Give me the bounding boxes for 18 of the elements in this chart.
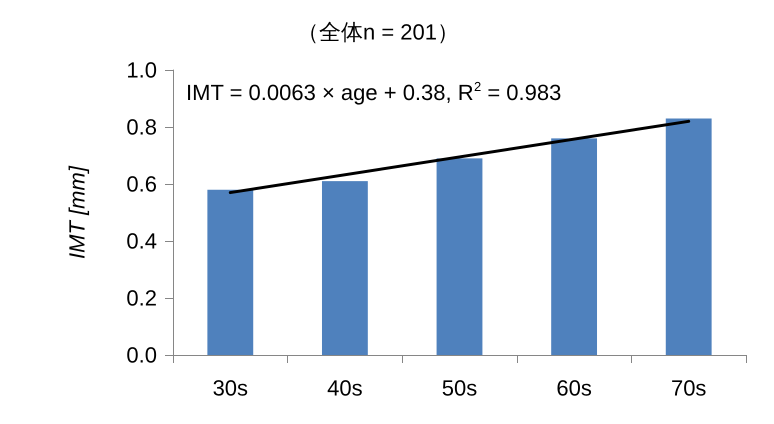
x-tick-label: 40s — [327, 376, 363, 400]
x-tick-label: 70s — [670, 376, 706, 400]
x-tick-label: 30s — [212, 376, 248, 400]
y-axis-title: IMT [mm] — [64, 165, 90, 259]
bar — [436, 158, 482, 355]
bar — [666, 118, 712, 355]
y-tick-label: 0.6 — [126, 172, 157, 196]
x-tick-label: 50s — [442, 376, 478, 400]
y-tick-label: 0.0 — [126, 342, 157, 368]
y-tick-label: 0.2 — [126, 286, 157, 310]
y-tick-label: 0.4 — [126, 228, 157, 254]
bar — [207, 190, 254, 355]
bar — [551, 138, 598, 355]
chart-title: （全体n = 201） — [296, 20, 460, 44]
x-tick-label: 60s — [556, 376, 592, 400]
y-tick-label: 0.8 — [126, 114, 157, 140]
y-tick-label: 1.0 — [126, 58, 157, 82]
bar — [322, 181, 368, 355]
